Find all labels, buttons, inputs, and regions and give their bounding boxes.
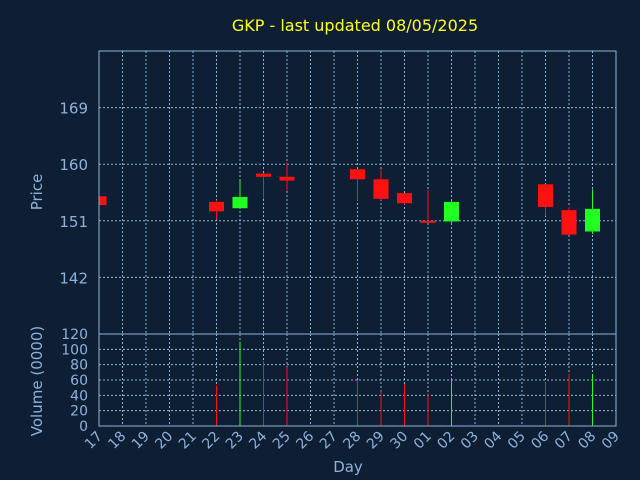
candle-body	[99, 196, 107, 206]
x-tick-label: 28	[340, 429, 364, 453]
volume-tick-label: 80	[70, 358, 88, 374]
candle-body	[397, 193, 412, 204]
candle-body	[279, 176, 295, 181]
candle-body	[232, 196, 248, 209]
volume-axis-label: Volume (0000)	[28, 326, 46, 436]
volume-tick-label: 0	[79, 419, 88, 435]
x-tick-label: 02	[434, 429, 458, 453]
candle-body	[350, 169, 365, 180]
volume-tick-label: 100	[61, 342, 88, 358]
x-tick-label: 21	[176, 429, 200, 453]
volume-tick-label: 60	[70, 373, 88, 389]
price-tick-label: 151	[59, 213, 88, 231]
x-tick-label: 09	[599, 429, 623, 453]
price-tick-label: 169	[59, 100, 88, 118]
x-tick-label: 25	[270, 429, 294, 453]
candle-body	[373, 179, 389, 199]
price-tick-labels: 142 151 160 169	[59, 100, 88, 288]
candle-body	[209, 201, 224, 212]
x-tick-labels: 17 18 19 20 21 22 23 24 25 26 27 28 29 30 01 02 03 04 05 06…	[82, 428, 623, 452]
x-tick-label: 22	[199, 429, 223, 453]
candle-body	[538, 184, 553, 207]
x-tick-label: 26	[293, 428, 317, 452]
x-tick-label: 04	[481, 428, 505, 452]
price-tick-label: 142	[59, 269, 88, 287]
candle-body	[561, 210, 577, 235]
x-axis-label: Day	[333, 458, 363, 476]
x-tick-label: 05	[505, 429, 529, 453]
x-tick-label: 01	[411, 429, 435, 453]
x-tick-label: 30	[387, 429, 411, 453]
candle-body	[256, 173, 271, 177]
x-tick-label: 07	[552, 429, 576, 453]
x-tick-label: 27	[317, 429, 341, 453]
chart-title: GKP - last updated 08/05/2025	[232, 16, 478, 35]
x-tick-label: 29	[364, 429, 388, 453]
candle-body	[420, 220, 436, 223]
x-tick-label: 18	[105, 429, 129, 453]
x-tick-label: 23	[223, 429, 247, 453]
price-axis-label: Price	[28, 174, 46, 211]
volume-tick-label: 40	[70, 388, 88, 404]
candle-body	[444, 201, 459, 222]
volume-tick-label: 20	[70, 404, 88, 420]
x-tick-label: 03	[458, 429, 482, 453]
candlesticks	[98, 162, 600, 235]
x-tick-label: 06	[528, 428, 552, 452]
x-tick-label: 20	[152, 429, 176, 453]
volume-tick-label: 120	[61, 327, 88, 343]
price-tick-label: 160	[59, 156, 88, 174]
x-tick-label: 19	[129, 429, 153, 453]
volume-panel-frame	[98, 333, 617, 427]
x-tick-label: 24	[246, 428, 270, 452]
x-tick-label: 08	[575, 429, 599, 453]
candle-body	[585, 208, 600, 232]
volume-bars	[216, 341, 593, 426]
